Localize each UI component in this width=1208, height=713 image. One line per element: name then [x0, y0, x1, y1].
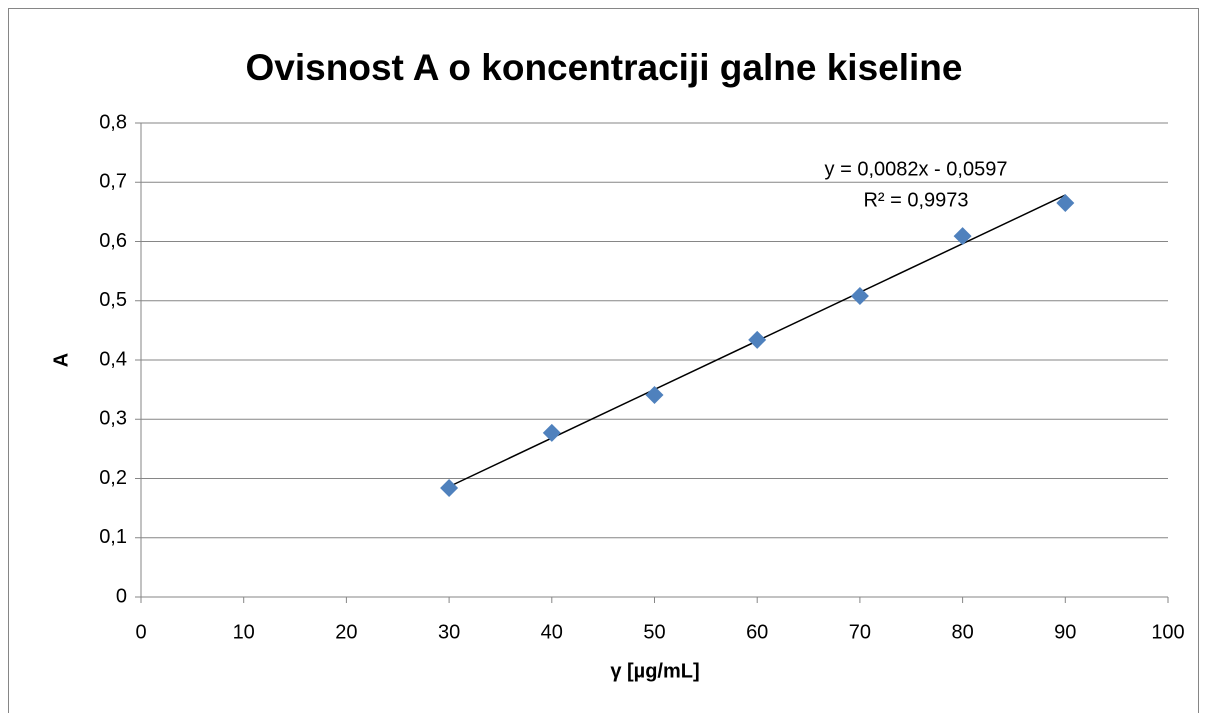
x-tick-label: 0 [135, 621, 146, 643]
x-tick-label: 90 [1054, 621, 1076, 643]
x-tick-label: 80 [951, 621, 973, 643]
y-tick-label: 0,2 [99, 467, 127, 489]
y-tick-label: 0,4 [99, 348, 127, 370]
data-point [645, 385, 664, 404]
data-point [440, 478, 459, 497]
y-tick-label: 0,1 [99, 526, 127, 548]
y-tick-label: 0,3 [99, 408, 127, 430]
trendline-r2: R² = 0,9973 [863, 189, 968, 211]
chart-title: Ovisnost A o koncentraciji galne kiselin… [246, 47, 963, 88]
y-tick-label: 0,6 [99, 230, 127, 252]
data-point [1056, 193, 1075, 212]
data-point [748, 330, 767, 349]
x-tick-label: 70 [849, 621, 871, 643]
data-point [850, 287, 869, 306]
y-tick-label: 0,7 [99, 171, 127, 193]
trendline-equation: y = 0,0082x - 0,0597 [825, 158, 1008, 180]
y-tick-label: 0 [116, 585, 127, 607]
x-tick-label: 40 [541, 621, 563, 643]
x-tick-label: 50 [643, 621, 665, 643]
x-tick-label: 10 [233, 621, 255, 643]
chart-frame [8, 8, 1199, 713]
x-tick-label: 20 [335, 621, 357, 643]
x-axis-label: γ [µg/mL] [610, 660, 699, 682]
data-point [953, 227, 972, 246]
y-tick-label: 0,5 [99, 289, 127, 311]
y-axis-label: A [50, 353, 72, 367]
data-point [542, 423, 561, 442]
x-tick-label: 60 [746, 621, 768, 643]
x-tick-label: 30 [438, 621, 460, 643]
y-tick-label: 0,8 [99, 111, 127, 133]
x-tick-label: 100 [1151, 621, 1184, 643]
